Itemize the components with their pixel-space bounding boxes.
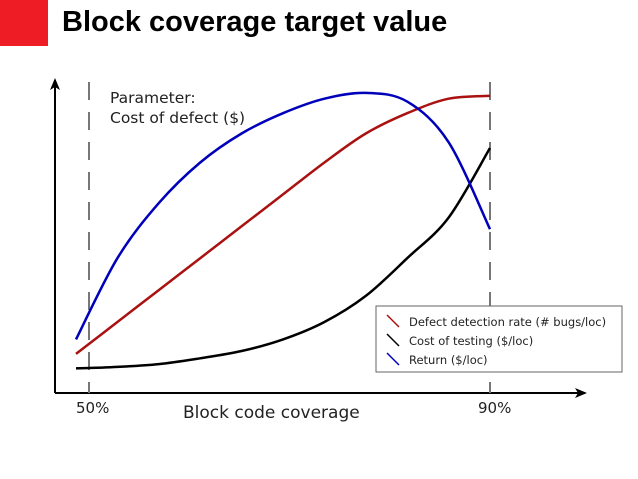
parameter-value: Cost of defect ($) [110, 109, 245, 127]
x-axis-label: Block code coverage [183, 403, 360, 423]
legend-swatch-cost-of-testing [386, 333, 400, 347]
legend-label-cost-of-testing: Cost of testing ($/loc) [409, 334, 533, 348]
legend-box [375, 305, 623, 373]
legend-label-return: Return ($/loc) [409, 353, 488, 367]
series-line-cost-of-testing [75, 147, 492, 370]
slide-title: Block coverage target value [62, 6, 448, 38]
legend: Defect detection rate (# bugs/loc) Cost o… [375, 305, 623, 373]
legend-swatch-defect-detection-rate [386, 314, 400, 328]
series-group [74, 91, 492, 370]
legend-swatch-return [386, 352, 400, 366]
series-line-return [74, 91, 492, 340]
x-tick-label-50: 50% [76, 399, 109, 417]
title-accent-bar [0, 0, 48, 46]
series-line-defect-detection-rate [75, 94, 491, 355]
x-tick-label-90: 90% [478, 399, 511, 417]
parameter-label: Parameter: [110, 89, 196, 107]
legend-label-defect-detection-rate: Defect detection rate (# bugs/loc) [409, 315, 606, 329]
